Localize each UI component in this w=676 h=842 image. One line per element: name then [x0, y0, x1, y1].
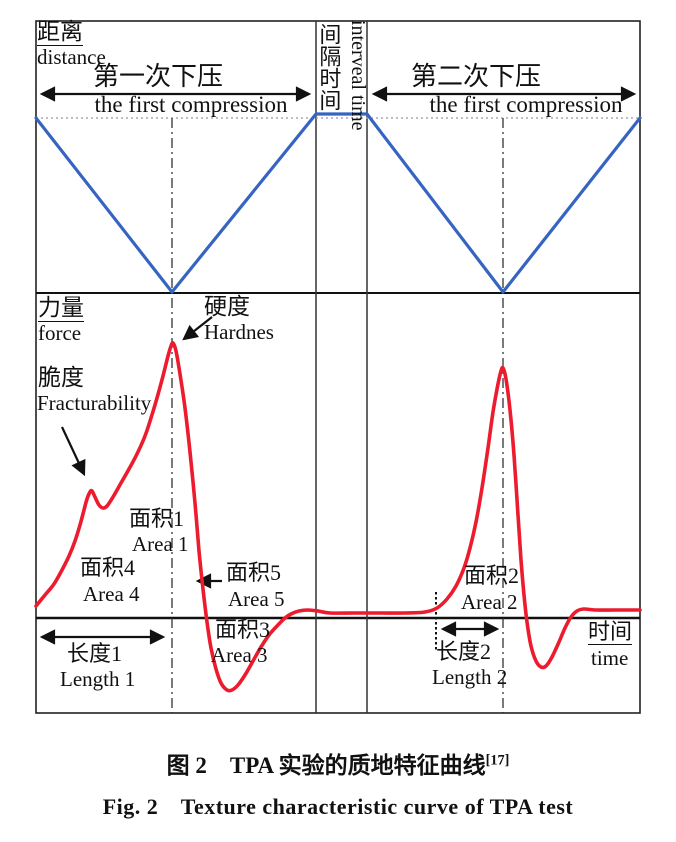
length1-label-cn: 长度1	[67, 641, 123, 666]
force-axis-label-cn: 力量	[38, 295, 84, 323]
length2-label-cn: 长度2	[436, 639, 492, 664]
fracturability-label-en: Fracturability	[37, 391, 152, 415]
time-axis-label-en: time	[591, 646, 629, 670]
interval-time-label-cn: 间隔时间	[316, 23, 342, 111]
figure-caption-cn-text: 图 2 TPA 实验的质地特征曲线	[166, 753, 486, 778]
figure-caption-en: Fig. 2 Texture characteristic curve of T…	[102, 794, 574, 819]
area2-label-cn: 面积2	[464, 563, 520, 588]
area4-label-cn: 面积4	[80, 555, 136, 580]
area1-label-en: Area 1	[132, 532, 189, 556]
hardness-label-en: Hardnes	[204, 320, 274, 344]
distance-axis-label-en: distance	[37, 45, 106, 69]
distance-curve	[34, 112, 642, 294]
figure-caption-citation: [17]	[485, 752, 510, 769]
second-compression-label-en: the first compression	[429, 92, 623, 117]
first-compression-label-cn: 第一次下压	[92, 62, 224, 91]
force-curve	[34, 341, 642, 693]
figure-caption-cn: 图 2 TPA 实验的质地特征曲线[17]	[0, 746, 676, 780]
time-axis-label-cn: 时间	[588, 619, 633, 646]
area3-label-cn: 面积3	[215, 617, 271, 642]
length1-label-en: Length 1	[60, 667, 136, 691]
area5-label-en: Area 5	[228, 587, 285, 611]
fracturability-pointer-arrow	[61, 426, 86, 477]
force-axis-label-en: force	[38, 321, 82, 345]
area3-label-en: Area 3	[211, 643, 268, 667]
area1-label-cn: 面积1	[129, 506, 185, 531]
hardness-pointer-arrow	[182, 316, 213, 341]
interval-time-label-en: interveal time	[347, 20, 369, 131]
second-compression-label-cn: 第二次下压	[410, 62, 542, 91]
area4-label-en: Area 4	[83, 582, 140, 606]
hardness-label-cn: 硬度	[204, 294, 250, 319]
first-compression-label-en: the first compression	[94, 92, 288, 117]
distance-axis-label-cn: 距离	[37, 19, 83, 47]
area5-label-cn: 面积5	[226, 560, 282, 585]
figure-border	[35, 20, 641, 714]
area2-label-en: Area 2	[461, 590, 518, 614]
length2-label-en: Length 2	[432, 665, 508, 689]
fracturability-label-cn: 脆度	[38, 365, 84, 390]
